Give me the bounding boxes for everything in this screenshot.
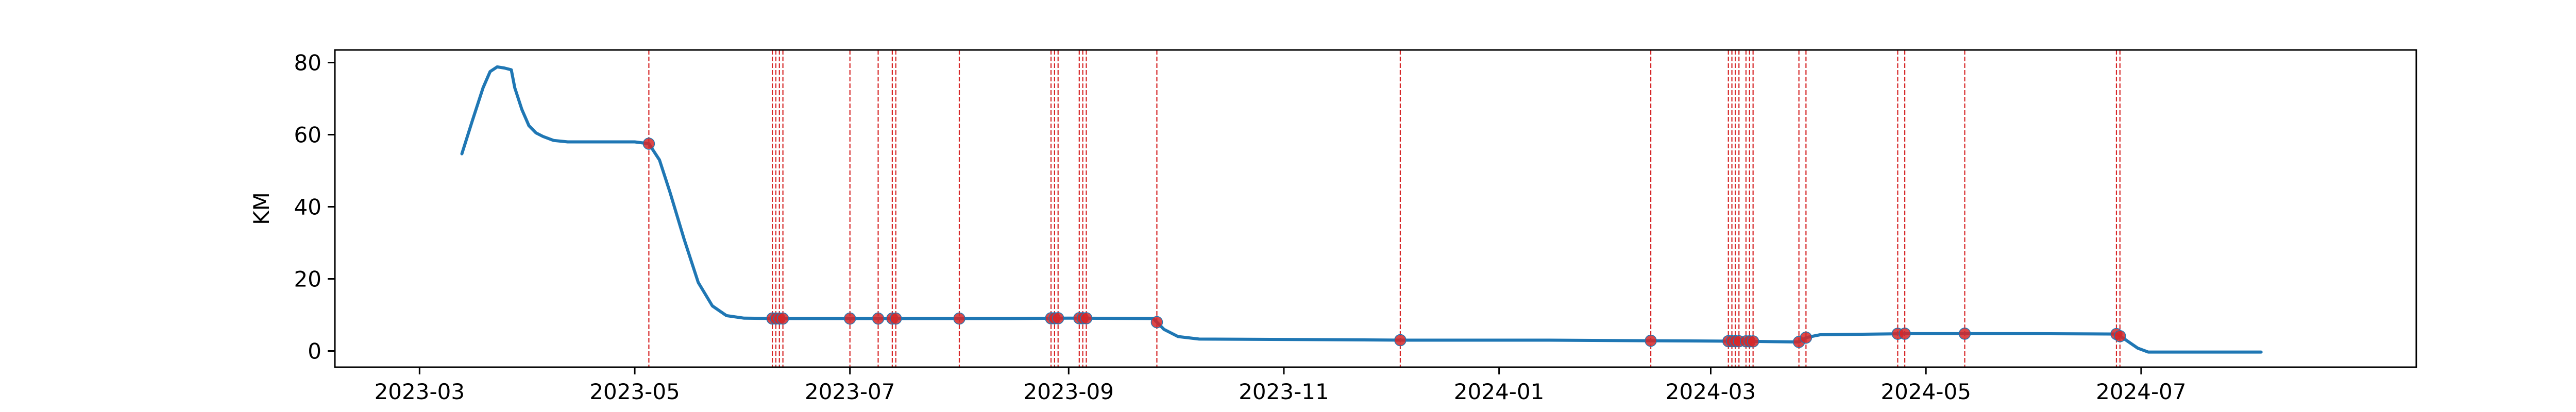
- x-tick-label: 2023-07: [805, 379, 895, 404]
- event-marker: [1394, 334, 1406, 347]
- event-marker: [1747, 335, 1759, 348]
- event-marker: [776, 312, 789, 325]
- x-tick-label: 2023-09: [1024, 379, 1114, 404]
- event-marker: [843, 312, 856, 325]
- event-marker: [1958, 328, 1971, 340]
- y-tick-label: 80: [294, 50, 321, 76]
- x-tick-label: 2024-03: [1666, 379, 1756, 404]
- event-marker: [1800, 331, 1812, 344]
- y-axis-label: KM: [249, 192, 274, 225]
- event-markers: [642, 138, 2126, 348]
- x-tick-label: 2023-05: [589, 379, 680, 404]
- series-line-group: [460, 65, 2263, 354]
- event-marker: [1645, 334, 1657, 347]
- series-line: [460, 65, 2263, 354]
- x-tick-label: 2024-05: [1880, 379, 1971, 404]
- x-tick-label: 2024-07: [2096, 379, 2187, 404]
- event-marker: [889, 312, 902, 325]
- x-axis: 2023-03 2023-05 2023-07 2023-09 2023-11 2024-…: [375, 367, 2187, 404]
- y-tick-label: 40: [294, 195, 321, 220]
- event-marker: [1080, 312, 1093, 324]
- x-tick-label: 2024-01: [1454, 379, 1545, 404]
- plot-frame: [334, 49, 2417, 368]
- y-axis: 0 20 40 60 80: [294, 50, 335, 364]
- event-marker: [1899, 328, 1911, 340]
- y-tick-label: 0: [308, 339, 321, 364]
- event-marker: [642, 138, 655, 150]
- x-tick-label: 2023-03: [375, 379, 465, 404]
- event-marker: [2114, 330, 2126, 342]
- event-marker: [872, 312, 885, 325]
- event-marker: [953, 312, 965, 325]
- y-tick-label: 60: [294, 123, 321, 148]
- x-tick-label: 2023-11: [1239, 379, 1329, 404]
- y-tick-label: 20: [294, 267, 321, 292]
- event-marker: [1052, 312, 1064, 324]
- event-marker: [1150, 316, 1163, 329]
